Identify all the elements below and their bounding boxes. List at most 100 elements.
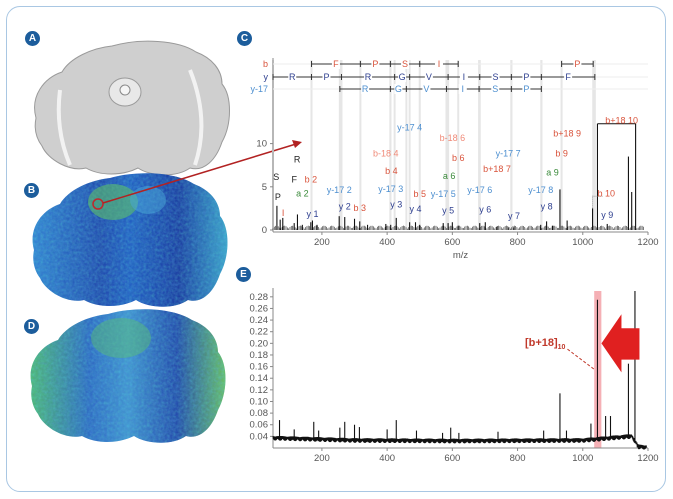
panel-a-tissue-section [34, 40, 231, 176]
peak-annotation: y 7 [508, 211, 520, 221]
peak-annotation: y-17 8 [528, 185, 553, 195]
y-tick-label: 0.16 [250, 362, 269, 373]
residue-bg [458, 84, 467, 94]
residue-bg [401, 59, 410, 69]
panel-label-c: C [237, 31, 252, 46]
peak-annotation: b+18 10 [605, 116, 638, 126]
peak-annotation: y-17 6 [467, 185, 492, 195]
y-tick-label: 0 [262, 225, 267, 236]
panel-label-d: D [24, 319, 39, 334]
residue-bg [522, 72, 531, 82]
sequence-residue: I [463, 72, 466, 82]
x-tick-label: 600 [444, 453, 460, 464]
peak-annotation: y-17 5 [431, 189, 456, 199]
peak-annotation: b 9 [555, 149, 568, 159]
peak-annotation: b 4 [385, 166, 398, 176]
highlight-arrow-icon [601, 314, 640, 373]
peak-annotation: y 5 [442, 206, 454, 216]
residue-bg [491, 72, 500, 82]
y-tick-label: 0.06 [250, 420, 269, 431]
spectrum-trace [272, 434, 647, 450]
y-tick-label: 0.18 [250, 350, 269, 361]
sequence-residue: V [426, 72, 432, 82]
peak-annotation: a 2 [296, 188, 309, 198]
x-tick-label: 1000 [572, 453, 593, 464]
peak-annotation: y-17 2 [327, 185, 352, 195]
sequence-row-label: b [263, 59, 268, 69]
peak-annotation: b 2 [305, 174, 318, 184]
peak-annotation: b+18 7 [483, 164, 511, 174]
y-tick-label: 10 [256, 139, 267, 150]
peak-annotation: y-17 3 [378, 184, 403, 194]
peak-annotation: y 9 [601, 210, 613, 220]
x-tick-label: 400 [379, 237, 395, 248]
residue-bg [288, 72, 297, 82]
y-tick-label: 5 [262, 182, 267, 193]
peak-annotation: P [275, 192, 281, 202]
peak-annotation: a 9 [546, 168, 559, 178]
annotation-leader [567, 348, 595, 370]
peak-annotation: y 4 [409, 204, 421, 214]
sequence-residue: G [395, 84, 402, 94]
y-tick-label: 0.14 [250, 373, 269, 384]
residue-bg [394, 84, 403, 94]
y-tick-label: 0.26 [250, 303, 269, 314]
y-tick-label: 0.24 [250, 315, 269, 326]
peak-annotation: S [273, 172, 279, 182]
y-tick-label: 0.10 [250, 396, 269, 407]
peak-annotation: b 3 [353, 203, 366, 213]
sequence-residue: P [372, 59, 378, 69]
peak-annotation: y 2 [339, 201, 351, 211]
sequence-residue: P [523, 72, 529, 82]
y-tick-label: 0.08 [250, 408, 269, 419]
residue-bg [361, 84, 370, 94]
peak-annotation: b 6 [452, 153, 465, 163]
sequence-residue: I [438, 59, 441, 69]
sequence-residue: I [462, 84, 465, 94]
residue-bg [459, 72, 468, 82]
sequence-residue: F [565, 72, 571, 82]
residue-bg [434, 59, 443, 69]
residue-bg [491, 84, 500, 94]
sequence-residue: F [333, 59, 339, 69]
sequence-residue: V [423, 84, 429, 94]
y-tick-label: 0.20 [250, 338, 269, 349]
peak-annotation: y-17 7 [496, 149, 521, 159]
peak-annotation: b-18 6 [440, 133, 466, 143]
annotation-subscript: 10 [558, 344, 566, 351]
peak-annotation: y 1 [306, 209, 318, 219]
x-tick-label: 1200 [637, 453, 658, 464]
peak-annotation: F [291, 174, 297, 184]
x-axis-label: m/z [453, 250, 469, 261]
x-tick-label: 200 [314, 237, 330, 248]
residue-bg [522, 84, 531, 94]
x-tick-label: 1000 [572, 237, 593, 248]
link-arrow [102, 140, 302, 204]
residue-bg [422, 84, 431, 94]
sequence-residue: S [493, 72, 499, 82]
sequence-row-label: y-17 [250, 84, 268, 94]
panel-b-ion-image [32, 173, 228, 307]
panel-label-b: B [24, 183, 39, 198]
peak-annotation-label: [b+18]10 [525, 337, 566, 351]
peak-annotation: y 6 [479, 205, 491, 215]
peak-annotation: I [282, 208, 285, 218]
sequence-residue: S [402, 59, 408, 69]
x-tick-label: 200 [314, 453, 330, 464]
sequence-residue: R [365, 72, 372, 82]
x-tick-label: 400 [379, 453, 395, 464]
sequence-row-label: y [264, 72, 269, 82]
bracket-b10 [592, 195, 603, 209]
peak-annotation: a 6 [443, 171, 456, 181]
x-tick-label: 1200 [637, 237, 658, 248]
x-tick-label: 600 [444, 237, 460, 248]
y-tick-label: 0.04 [250, 431, 269, 442]
y-tick-label: 0.28 [250, 292, 269, 303]
y-tick-label: 0.22 [250, 327, 269, 338]
sequence-residue: P [574, 59, 580, 69]
peak-annotation: b-18 4 [373, 149, 399, 159]
peak-annotation: R [294, 155, 301, 165]
